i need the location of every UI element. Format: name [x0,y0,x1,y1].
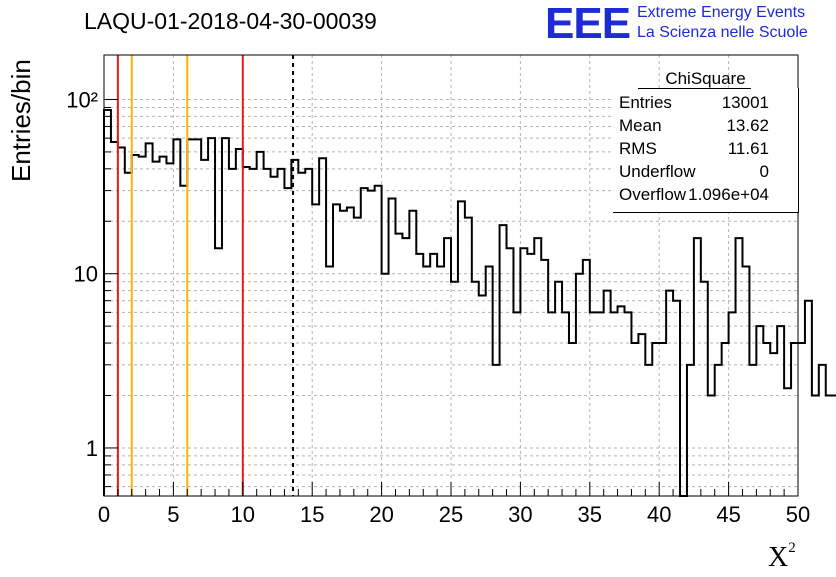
stats-row-underflow: Underflow 0 [619,162,769,182]
y-tick-label: 10² [66,87,98,112]
stats-title: ChiSquare [665,69,746,88]
x-tick-label: 50 [786,502,810,527]
y-axis-label: Entries/bin [6,59,36,182]
x-tick-label: 5 [167,502,179,527]
x-tick-label: 0 [98,502,110,527]
x-tick-label: 10 [231,502,255,527]
stats-value: 1.096e+04 [688,185,769,204]
stats-row-rms: RMS 11.61 [619,139,769,159]
stats-key: Mean [619,116,662,135]
stats-title-underline [638,88,751,89]
stats-row-entries: Entries 13001 [619,93,769,113]
stats-key: Overflow [619,185,687,204]
x-axis-label-text: X [768,542,789,573]
y-tick-label: 1 [86,436,98,461]
x-axis-label-superscript: 2 [788,540,796,556]
y-tick-label: 10 [74,262,98,287]
stats-key: Entries [619,93,672,112]
x-tick-label: 25 [439,502,463,527]
x-tick-label: 20 [369,502,393,527]
histogram-series [103,109,836,497]
brand-line-1: Extreme Energy Events [637,4,806,21]
stats-value: 11.61 [727,139,769,158]
plot-title: LAQU-01-2018-04-30-00039 [84,8,377,34]
stats-key: RMS [619,139,657,158]
stats-row-mean: Mean 13.62 [619,116,769,136]
x-tick-label: 45 [716,502,740,527]
stats-key: Underflow [619,162,696,181]
x-tick-label: 40 [647,502,671,527]
x-axis-label: X2 [768,540,796,574]
stats-value: 0 [759,162,769,181]
x-tick-label: 35 [578,502,602,527]
eee-logo: EEE [545,0,631,48]
stats-box: ChiSquare Entries 13001 Mean 13.62 RMS 1… [613,69,799,213]
stats-value: 13001 [721,93,769,112]
brand-line-2: La Scienza nelle Scuole [637,24,808,41]
x-tick-label: 30 [508,502,532,527]
stats-row-overflow: Overflow 1.096e+04 [619,185,769,205]
x-tick-label: 15 [300,502,324,527]
stats-value: 13.62 [726,116,769,135]
